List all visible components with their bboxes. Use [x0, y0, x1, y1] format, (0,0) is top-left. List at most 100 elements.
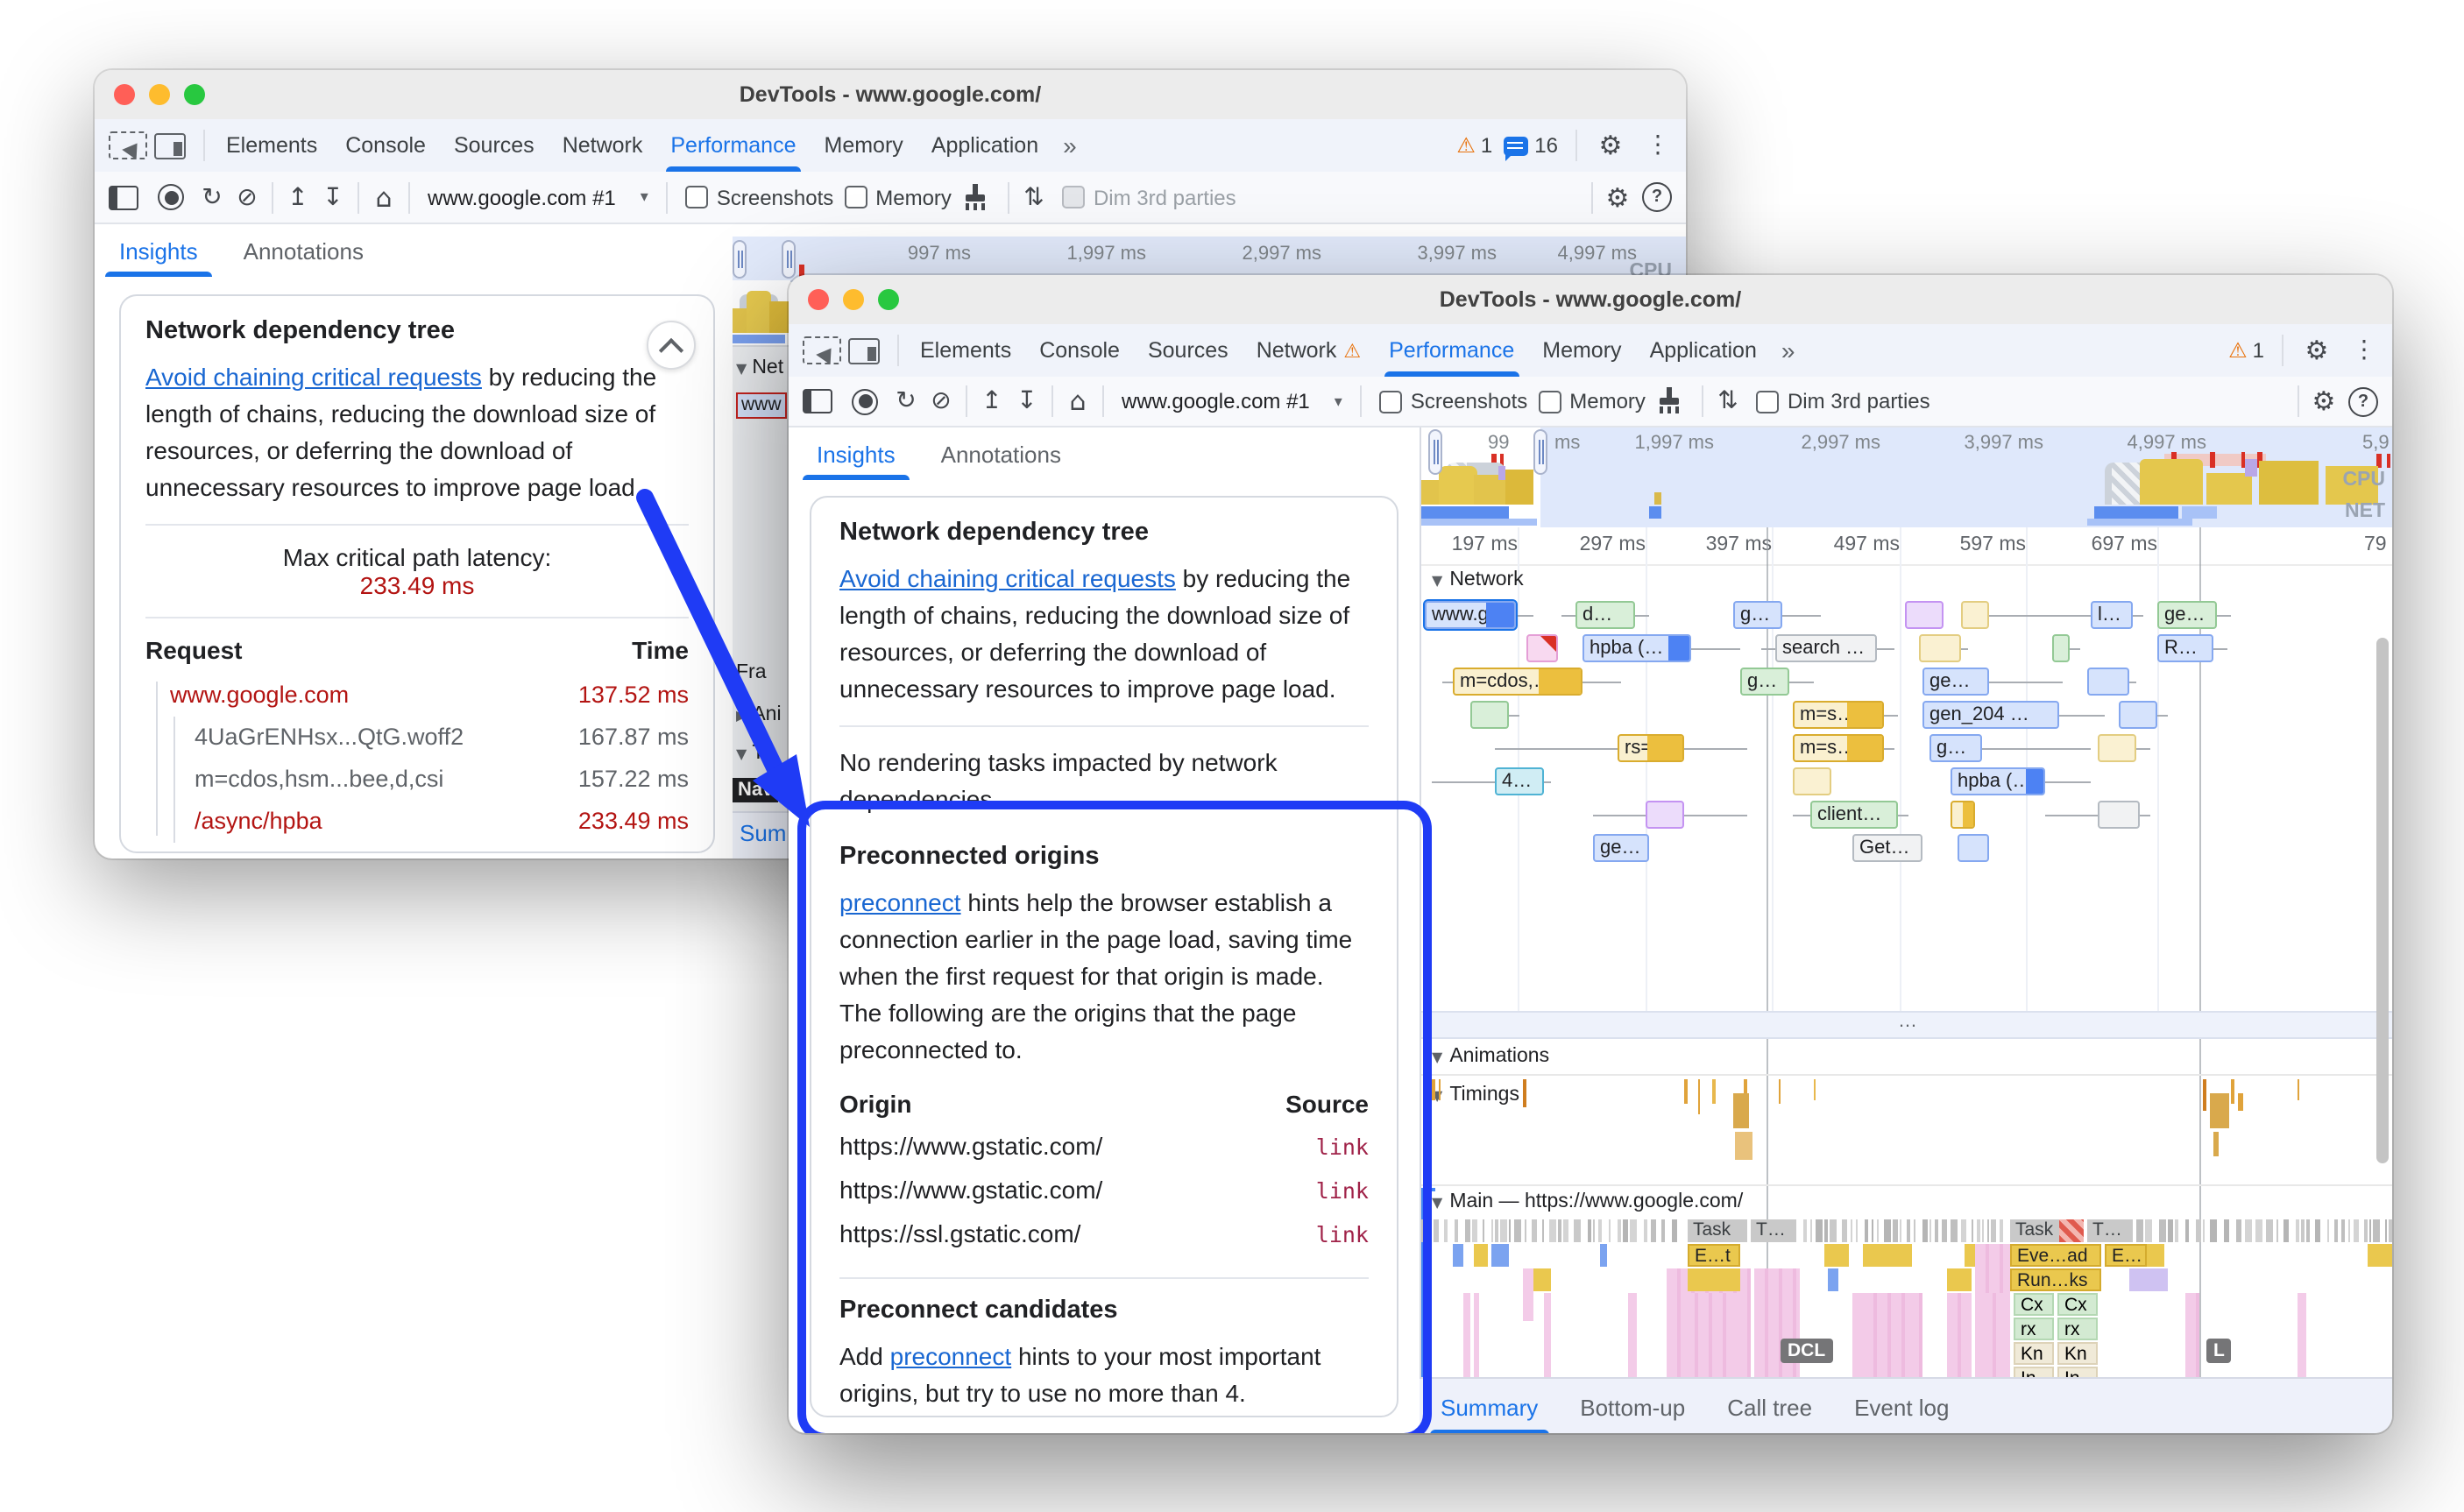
- tab-sources[interactable]: Sources: [1147, 338, 1228, 363]
- clear-icon[interactable]: ⊘: [931, 387, 952, 415]
- bottom-tab-bottom-up[interactable]: Bottom-up: [1580, 1394, 1686, 1420]
- tab-application[interactable]: Application: [1649, 338, 1757, 363]
- network-request[interactable]: g…: [1929, 734, 1982, 762]
- network-request[interactable]: Get…: [1852, 834, 1922, 862]
- minimize-window-button[interactable]: [843, 289, 864, 310]
- origin-source[interactable]: link: [1315, 1177, 1369, 1204]
- dock-side-icon[interactable]: [109, 185, 138, 209]
- network-request[interactable]: hpba (…: [1951, 767, 2045, 795]
- device-toolbar-icon[interactable]: [154, 132, 186, 159]
- preconnect-link[interactable]: preconnect: [839, 888, 961, 916]
- tab-performance[interactable]: Performance: [1375, 324, 1528, 377]
- tab-elements[interactable]: Elements: [226, 133, 318, 158]
- flame-entry[interactable]: Kn: [2057, 1342, 2098, 1365]
- network-request[interactable]: [1646, 801, 1684, 829]
- upload-profile-icon[interactable]: ↥: [287, 183, 308, 211]
- back-window-titlebar[interactable]: DevTools - www.google.com/: [95, 70, 1686, 121]
- network-request[interactable]: R…: [2157, 634, 2213, 662]
- tab-performance[interactable]: Performance: [656, 119, 810, 172]
- range-handle[interactable]: [1428, 429, 1442, 475]
- download-profile-icon[interactable]: ↧: [322, 183, 343, 211]
- tab-console[interactable]: Console: [345, 133, 426, 158]
- memory-checkbox[interactable]: Memory: [833, 185, 952, 209]
- device-toolbar-icon[interactable]: [848, 337, 880, 364]
- flame-entry[interactable]: E…: [2105, 1244, 2147, 1267]
- flame-entry[interactable]: E…t: [1688, 1244, 1740, 1267]
- origin-source[interactable]: link: [1315, 1221, 1369, 1247]
- collect-garbage-icon[interactable]: [1656, 387, 1684, 415]
- tab-network[interactable]: Network ⚠: [1256, 338, 1362, 363]
- network-request[interactable]: g…: [1740, 668, 1789, 696]
- tab-elements[interactable]: Elements: [920, 338, 1012, 363]
- zoom-window-button[interactable]: [878, 289, 899, 310]
- flame-entry[interactable]: rx: [2014, 1318, 2054, 1340]
- network-request[interactable]: [2087, 668, 2129, 696]
- tab-application[interactable]: Application: [931, 133, 1039, 158]
- front-window-titlebar[interactable]: DevTools - www.google.com/: [789, 275, 2392, 326]
- tab-annotations[interactable]: Annotations: [940, 441, 1061, 467]
- network-request[interactable]: [1919, 634, 1961, 662]
- inspect-icon[interactable]: [803, 336, 841, 365]
- bottom-tab-call-tree[interactable]: Call tree: [1727, 1394, 1813, 1420]
- record-button[interactable]: [158, 184, 184, 210]
- console-messages-badge[interactable]: 16: [1503, 133, 1558, 160]
- dock-side-icon[interactable]: [803, 389, 832, 413]
- help-icon[interactable]: ?: [1642, 182, 1672, 212]
- screenshots-checkbox[interactable]: Screenshots: [1369, 389, 1527, 413]
- network-request[interactable]: [1951, 801, 1975, 829]
- network-request[interactable]: client…: [1810, 801, 1898, 829]
- collect-garbage-icon[interactable]: [962, 183, 990, 211]
- network-request[interactable]: [1470, 701, 1509, 729]
- more-tabs-button[interactable]: »: [1781, 336, 1795, 364]
- request-row[interactable]: /async/hpba 233.49 ms: [145, 801, 689, 843]
- network-request[interactable]: ge…: [2157, 601, 2217, 629]
- timings-track-label[interactable]: ▼ Ti: [736, 743, 768, 764]
- kebab-menu-icon[interactable]: ⋮: [1646, 131, 1670, 159]
- collapsed-requests-row[interactable]: …: [1421, 1011, 2392, 1039]
- range-handle[interactable]: [733, 240, 747, 279]
- request-row[interactable]: m=cdos,hsm...bee,d,csi 157.22 ms: [145, 759, 689, 801]
- flame-entry[interactable]: rx: [2057, 1318, 2098, 1340]
- capture-settings-gear-icon[interactable]: ⚙: [2312, 385, 2336, 417]
- flame-entry[interactable]: Task: [1688, 1219, 1747, 1242]
- bottom-tab-event-log[interactable]: Event log: [1854, 1394, 1950, 1420]
- avoid-chaining-link[interactable]: Avoid chaining critical requests: [145, 363, 482, 391]
- network-request[interactable]: [1958, 834, 1989, 862]
- network-request[interactable]: m=cdos,…: [1453, 668, 1582, 696]
- network-request[interactable]: [2119, 701, 2157, 729]
- network-request[interactable]: m=s…: [1793, 734, 1884, 762]
- preconnect-link[interactable]: preconnect: [889, 1342, 1012, 1370]
- main-track-header[interactable]: ▼ Main — https://www.google.com/: [1432, 1191, 1744, 1212]
- network-request[interactable]: g…: [1733, 601, 1782, 629]
- network-request[interactable]: [2098, 801, 2140, 829]
- network-request[interactable]: [2098, 734, 2136, 762]
- animations-track-label[interactable]: ▶ Ani: [736, 704, 782, 725]
- flame-entry[interactable]: T…: [2087, 1219, 2133, 1242]
- clear-icon[interactable]: ⊘: [237, 183, 258, 211]
- origin-source[interactable]: link: [1315, 1134, 1369, 1160]
- vertical-scrollbar-thumb[interactable]: [2376, 638, 2389, 1163]
- network-request[interactable]: search …: [1775, 634, 1877, 662]
- flame-entry[interactable]: Cx: [2057, 1293, 2098, 1316]
- collapse-sections-icon[interactable]: ⇅: [1717, 387, 1738, 415]
- settings-gear-icon[interactable]: ⚙: [1598, 130, 1623, 161]
- reload-record-icon[interactable]: ↻: [896, 387, 917, 415]
- network-request[interactable]: d…: [1575, 601, 1635, 629]
- close-window-button[interactable]: [114, 84, 135, 105]
- reload-record-icon[interactable]: ↻: [202, 183, 223, 211]
- request-row[interactable]: www.google.com 137.52 ms: [145, 675, 689, 717]
- avoid-chaining-link[interactable]: Avoid chaining critical requests: [839, 564, 1176, 592]
- tab-memory[interactable]: Memory: [824, 133, 903, 158]
- kebab-menu-icon[interactable]: ⋮: [2352, 336, 2376, 364]
- network-request[interactable]: rs=…: [1618, 734, 1684, 762]
- inspect-icon[interactable]: [109, 131, 147, 160]
- network-request[interactable]: hpba (…: [1582, 634, 1691, 662]
- tab-annotations[interactable]: Annotations: [243, 237, 364, 264]
- close-window-button[interactable]: [808, 289, 829, 310]
- warnings-badge[interactable]: ⚠ 1: [2228, 338, 2264, 363]
- tab-sources[interactable]: Sources: [453, 133, 535, 158]
- dim-3rd-parties-checkbox[interactable]: Dim 3rd parties: [1051, 185, 1236, 209]
- network-request[interactable]: [1526, 634, 1558, 662]
- tab-console[interactable]: Console: [1039, 338, 1120, 363]
- warnings-badge[interactable]: ⚠ 1: [1456, 133, 1492, 158]
